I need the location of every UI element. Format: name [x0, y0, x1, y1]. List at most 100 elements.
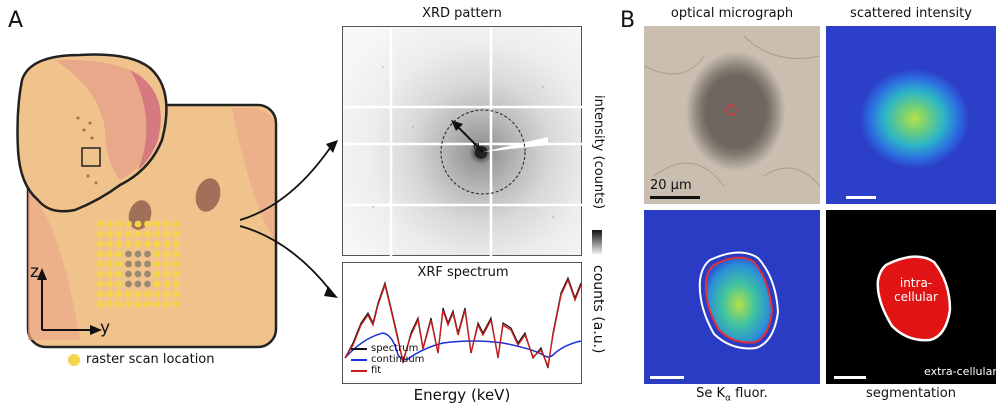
intracellular-label: intra-cellular: [894, 276, 938, 304]
raster-point: [106, 220, 113, 228]
raster-point: [115, 300, 123, 308]
raster-point: [134, 250, 142, 258]
raster-point: [96, 260, 104, 268]
raster-point: [172, 270, 180, 278]
raster-legend-label: raster scan location: [86, 352, 215, 367]
raster-point: [125, 250, 132, 258]
raster-point: [125, 290, 132, 298]
raster-dot-icon: [68, 353, 80, 366]
raster-point: [96, 290, 104, 298]
raster-point: [172, 300, 180, 308]
raster-point: [172, 290, 180, 298]
segmentation-label: segmentation: [866, 386, 956, 401]
raster-point: [115, 240, 123, 248]
xrd-colorbar: [592, 230, 602, 254]
xrf-ylabel: counts (a.u.): [590, 265, 606, 354]
raster-point: [172, 260, 180, 268]
raster-point: [115, 280, 123, 288]
raster-point: [96, 240, 104, 248]
raster-point: [96, 250, 104, 258]
raster-point: [144, 250, 151, 258]
raster-point: [163, 300, 170, 308]
raster-point: [106, 270, 113, 278]
xrd-image: qr: [342, 26, 583, 257]
raster-scan-grid: [96, 220, 180, 308]
raster-point: [163, 220, 170, 228]
raster-point: [153, 260, 161, 268]
raster-point: [163, 270, 170, 278]
raster-point: [153, 280, 161, 288]
raster-point: [115, 270, 123, 278]
raster-point: [96, 270, 104, 278]
raster-point: [125, 300, 132, 308]
raster-point: [106, 260, 113, 268]
raster-point: [125, 240, 132, 248]
raster-point: [163, 230, 170, 238]
raster-point: [125, 280, 132, 288]
raster-point: [125, 230, 132, 238]
se-label: Se Kα fluor.: [696, 386, 768, 404]
raster-point: [144, 290, 151, 298]
raster-point: [96, 300, 104, 308]
raster-point: [172, 240, 180, 248]
scattered-intensity-map: [826, 26, 996, 204]
scale-bar: [846, 196, 876, 199]
raster-point: [134, 290, 142, 298]
optical-micrograph: 20 µm: [644, 26, 820, 204]
raster-point: [134, 220, 142, 228]
raster-point: [153, 250, 161, 258]
raster-point: [153, 230, 161, 238]
raster-point: [163, 290, 170, 298]
raster-point: [153, 290, 161, 298]
raster-point: [134, 240, 142, 248]
raster-point: [172, 220, 180, 228]
raster-point: [153, 220, 161, 228]
legend-continuum: continuum: [371, 354, 425, 365]
scatter-title: scattered intensity: [850, 6, 972, 21]
raster-point: [125, 270, 132, 278]
raster-point: [106, 300, 113, 308]
panel-b-label: B: [620, 8, 636, 33]
xrd-title: XRD pattern: [422, 6, 502, 21]
raster-point: [153, 300, 161, 308]
raster-point: [106, 230, 113, 238]
scale-bar-label: 20 µm: [650, 178, 692, 193]
raster-point: [115, 250, 123, 258]
raster-point: [163, 260, 170, 268]
raster-legend: raster scan location: [68, 352, 215, 367]
optical-title: optical micrograph: [670, 6, 794, 21]
raster-point: [153, 240, 161, 248]
raster-point: [96, 230, 104, 238]
raster-point: [134, 230, 142, 238]
raster-point: [106, 280, 113, 288]
legend-fit: fit: [371, 365, 382, 376]
raster-point: [134, 280, 142, 288]
xrf-frame: XRF spectrum spectrum continuum fit: [342, 262, 582, 384]
raster-point: [96, 280, 104, 288]
raster-point: [144, 230, 151, 238]
raster-point: [106, 250, 113, 258]
axis-y-label: y: [100, 318, 111, 338]
raster-point: [106, 290, 113, 298]
raster-point: [144, 240, 151, 248]
segmentation-map: intra-cellular extra-cellular: [826, 210, 996, 384]
raster-point: [134, 270, 142, 278]
xrf-legend: spectrum continuum fit: [351, 343, 424, 376]
raster-point: [134, 300, 142, 308]
raster-point: [144, 220, 151, 228]
xrf-xlabel: Energy (keV): [413, 386, 511, 404]
raster-point: [144, 260, 151, 268]
raster-point: [144, 270, 151, 278]
raster-point: [163, 280, 170, 288]
q-label: qr: [473, 139, 484, 155]
axis-z-label: z: [30, 262, 39, 282]
raster-point: [125, 260, 132, 268]
xrd-colorbar-label: intensity (counts): [591, 95, 606, 210]
raster-point: [144, 300, 151, 308]
raster-point: [106, 240, 113, 248]
se-fluorescence-map: [644, 210, 820, 384]
raster-point: [134, 260, 142, 268]
raster-point: [115, 220, 123, 228]
raster-point: [172, 280, 180, 288]
raster-point: [115, 230, 123, 238]
